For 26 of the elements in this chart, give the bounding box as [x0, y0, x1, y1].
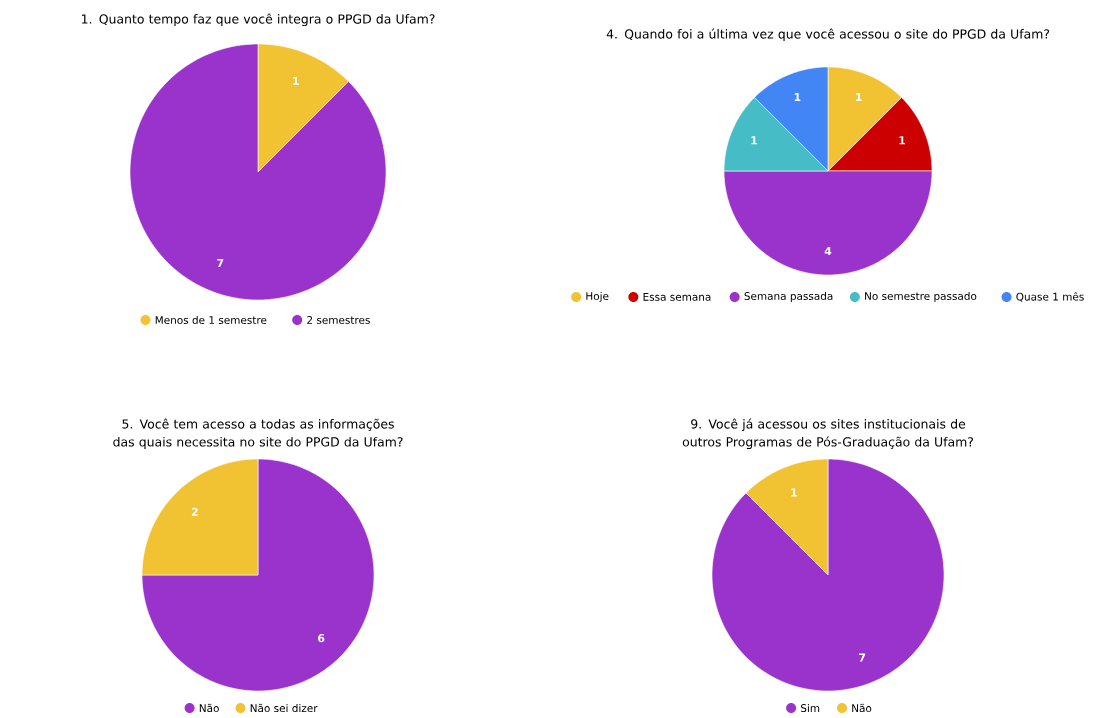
- legend-label: No semestre passado: [865, 291, 977, 303]
- legend-label: Não: [852, 703, 872, 713]
- chart-title: 4. Quando foi a última vez que você acessou o site do PPGD da Ufam?: [606, 28, 1050, 42]
- data-label: 7: [859, 653, 866, 662]
- data-label: 1: [794, 93, 801, 101]
- data-label: 1: [751, 136, 758, 145]
- data-label: 6: [318, 634, 325, 643]
- data-label: 1: [899, 136, 906, 145]
- data-label: 1: [293, 76, 299, 85]
- data-label: 1: [856, 93, 862, 101]
- data-label: 7: [217, 259, 224, 268]
- data-label: 1: [791, 488, 797, 497]
- chart-title: 9. Você já acessou os sites institucionais de outros Programas de Pós-Graduação da Ufam?: [682, 418, 974, 449]
- legend-label: Sim: [801, 703, 820, 713]
- data-label: 4: [824, 247, 832, 256]
- legend-label: Hoje: [586, 291, 609, 303]
- chart-title: 5. Você tem acesso a todas as informações das quais necessita no site do PPGD da Ufam?: [113, 418, 403, 449]
- legend-label: Menos de 1 semestre: [155, 315, 267, 325]
- chart-title: 1. Quanto tempo faz que você integra o PPGD da Ufam?: [82, 13, 435, 27]
- legend-label: Não: [199, 703, 219, 713]
- legend-label: Não sei dizer: [250, 703, 318, 713]
- legend-label: 2 semestres: [307, 316, 370, 324]
- data-label: 2: [191, 507, 198, 516]
- legend-label: Essa semana: [643, 293, 711, 301]
- legend-label: Quase 1 mês: [1016, 292, 1084, 302]
- legend-label: Semana passada: [744, 291, 833, 303]
